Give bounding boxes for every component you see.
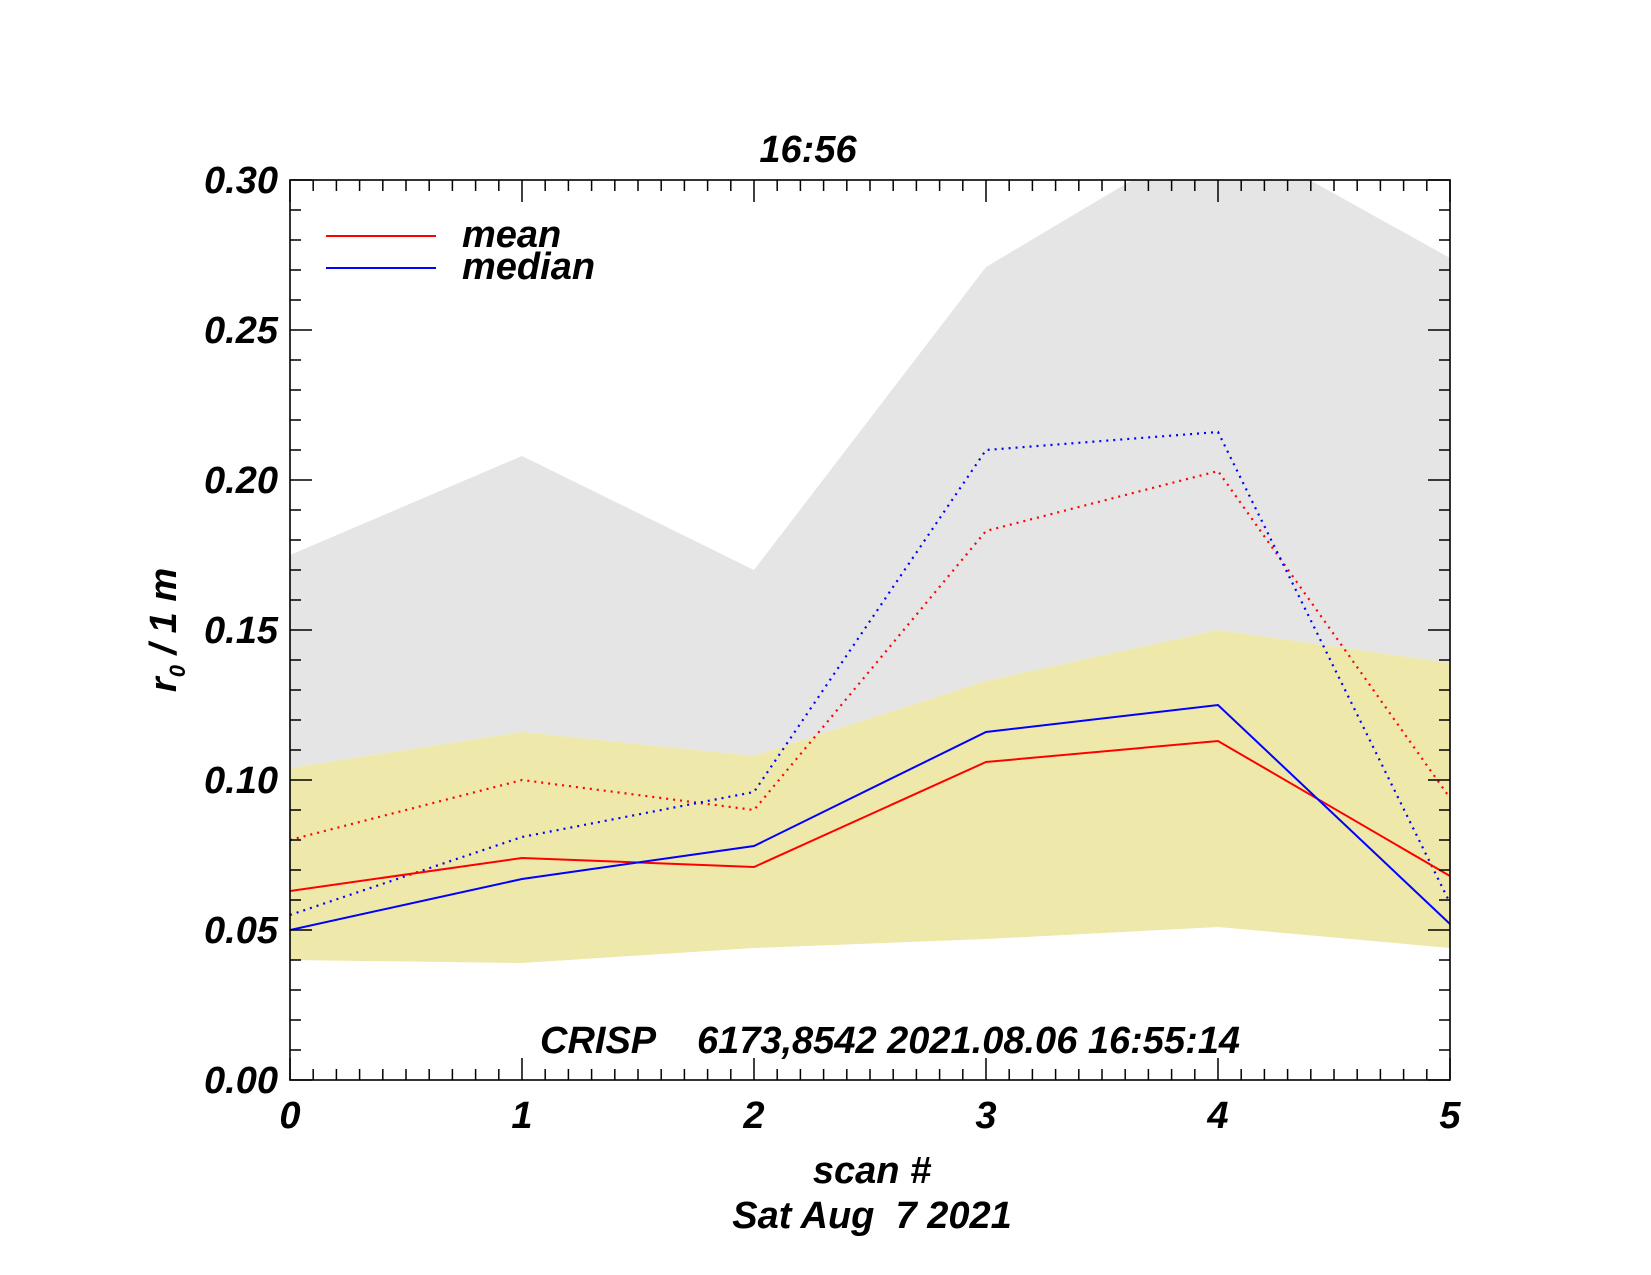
y-tick-label: 0.05: [204, 910, 279, 952]
x-tick-labels: 0 1 2 3 4 5: [279, 1095, 1461, 1137]
x-tick-label: 4: [1206, 1095, 1228, 1137]
y-axis-label-rest: / 1 m: [143, 568, 185, 665]
x-axis-date-label: Sat Aug 7 2021: [732, 1195, 1012, 1237]
x-tick-label: 1: [511, 1095, 532, 1137]
x-axis-label: scan #: [813, 1150, 932, 1192]
chart-title: 16:56: [759, 129, 857, 171]
y-tick-label: 0.30: [204, 160, 278, 202]
series-line-median-dotted: [290, 430, 1450, 917]
series-line-mean: [290, 739, 1450, 892]
y-tick-label: 0.20: [204, 460, 278, 502]
legend-label-mean: mean: [462, 214, 561, 256]
band-inner-range: [290, 630, 1450, 963]
x-tick-label: 0: [279, 1095, 300, 1137]
y-axis-label-main: r: [143, 675, 185, 692]
x-tick-label: 2: [742, 1095, 764, 1137]
axis-ticks: [289, 179, 1451, 1081]
x-tick-label: 5: [1439, 1095, 1461, 1137]
y-tick-label: 0.15: [204, 610, 279, 652]
x-tick-label: 3: [975, 1095, 996, 1137]
instrument-annotation: CRISP 6173,8542 2021.08.06 16:55:14: [540, 1020, 1240, 1062]
y-tick-labels: 0.00 0.05 0.10 0.15 0.20 0.25 0.30: [204, 160, 279, 1102]
y-tick-label: 0.25: [204, 310, 279, 352]
y-tick-label: 0.00: [204, 1060, 278, 1102]
legend: mean median: [326, 214, 595, 288]
series-lines: [290, 430, 1450, 931]
band-outer-range: [290, 180, 1450, 768]
y-axis-label: r0 / 1 m: [143, 568, 190, 692]
series-line-median: [290, 703, 1450, 931]
series-line-mean-dotted: [290, 469, 1450, 842]
y-tick-label: 0.10: [204, 760, 278, 802]
y-axis-label-subscript: 0: [165, 664, 190, 677]
shaded-bands: [290, 180, 1450, 963]
legend-label-median: median: [462, 246, 595, 288]
